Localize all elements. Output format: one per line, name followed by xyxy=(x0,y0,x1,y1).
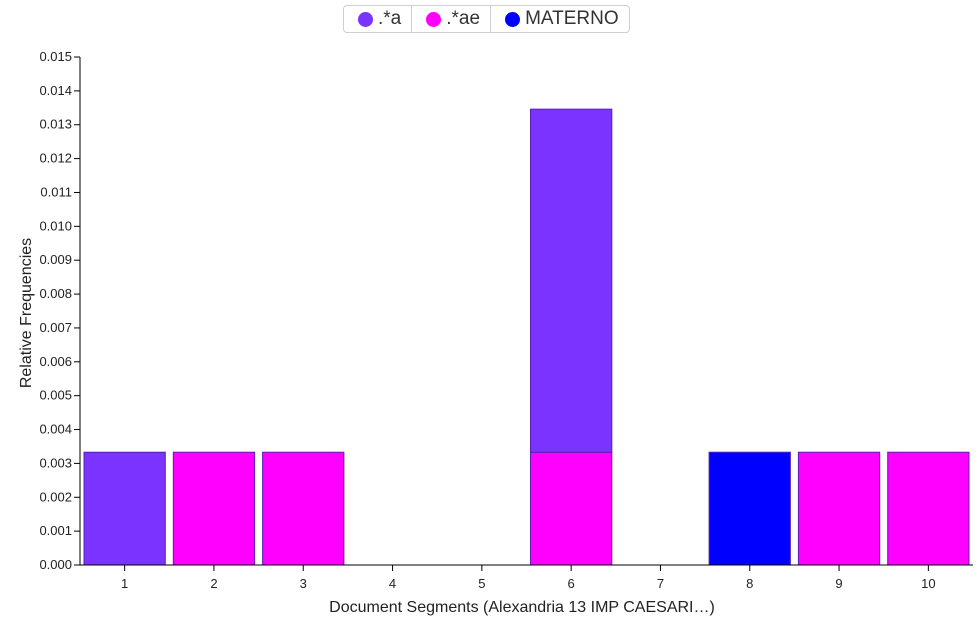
x-tick-label: 4 xyxy=(389,576,396,591)
x-tick-label: 8 xyxy=(746,576,753,591)
chart-legend: .*a .*ae MATERNO xyxy=(343,5,630,33)
x-tick-label: 3 xyxy=(300,576,307,591)
bar-segment[interactable] xyxy=(83,451,166,566)
y-tick-label: 0.001 xyxy=(39,523,72,538)
x-axis-label: Document Segments (Alexandria 13 IMP CAE… xyxy=(329,599,715,616)
y-tick-label: 0.009 xyxy=(39,252,72,267)
x-tick-label: 6 xyxy=(568,576,575,591)
bar-segment[interactable] xyxy=(530,108,613,453)
x-tick-label: 7 xyxy=(657,576,664,591)
bar-segment[interactable] xyxy=(262,451,345,566)
legend-label-a: .*a xyxy=(378,8,402,29)
x-tick-label: 1 xyxy=(121,576,128,591)
legend-dot-ae-icon xyxy=(426,11,442,27)
x-tick-label: 10 xyxy=(921,576,935,591)
legend-label-materno: MATERNO xyxy=(525,8,619,29)
y-tick-label: 0.014 xyxy=(39,83,72,98)
y-tick-label: 0.003 xyxy=(39,455,72,470)
y-tick-label: 0.013 xyxy=(39,117,72,132)
legend-dot-a-icon xyxy=(358,11,373,27)
y-tick-label: 0.012 xyxy=(39,151,72,166)
legend-item-ae[interactable]: .*ae xyxy=(412,6,492,32)
y-tick-label: 0.010 xyxy=(39,218,72,233)
legend-item-a[interactable]: .*a xyxy=(344,6,413,32)
bars-group xyxy=(83,108,970,566)
y-tick-label: 0.015 xyxy=(39,49,72,64)
y-tick-label: 0.004 xyxy=(39,422,72,437)
y-tick-label: 0.002 xyxy=(39,489,72,504)
y-axis-label: Relative Frequencies xyxy=(18,238,35,388)
legend-item-materno[interactable]: MATERNO xyxy=(491,6,629,32)
legend-label-ae: .*ae xyxy=(446,8,481,29)
x-tick-label: 5 xyxy=(478,576,485,591)
legend-dot-materno-icon xyxy=(505,11,521,27)
x-axis: 1 2 3 4 5 6 7 8 9 10 xyxy=(80,564,973,591)
bar-segment[interactable] xyxy=(797,451,881,566)
y-tick-label: 0.000 xyxy=(39,557,72,572)
bar-segment[interactable] xyxy=(887,451,970,566)
x-tick-label: 2 xyxy=(210,576,217,591)
y-tick-label: 0.011 xyxy=(40,184,72,199)
y-tick-label: 0.007 xyxy=(39,320,72,335)
bar-segment[interactable] xyxy=(708,451,791,566)
bar-segment[interactable] xyxy=(172,451,256,566)
x-tick-label: 9 xyxy=(835,576,842,591)
y-tick-label: 0.005 xyxy=(39,388,72,403)
y-tick-label: 0.006 xyxy=(39,354,72,369)
bar-segment[interactable] xyxy=(530,451,613,566)
y-axis: 0.000 0.001 0.002 0.003 0.004 0.005 0.006 0.007… xyxy=(39,49,81,572)
y-tick-label: 0.008 xyxy=(39,286,72,301)
